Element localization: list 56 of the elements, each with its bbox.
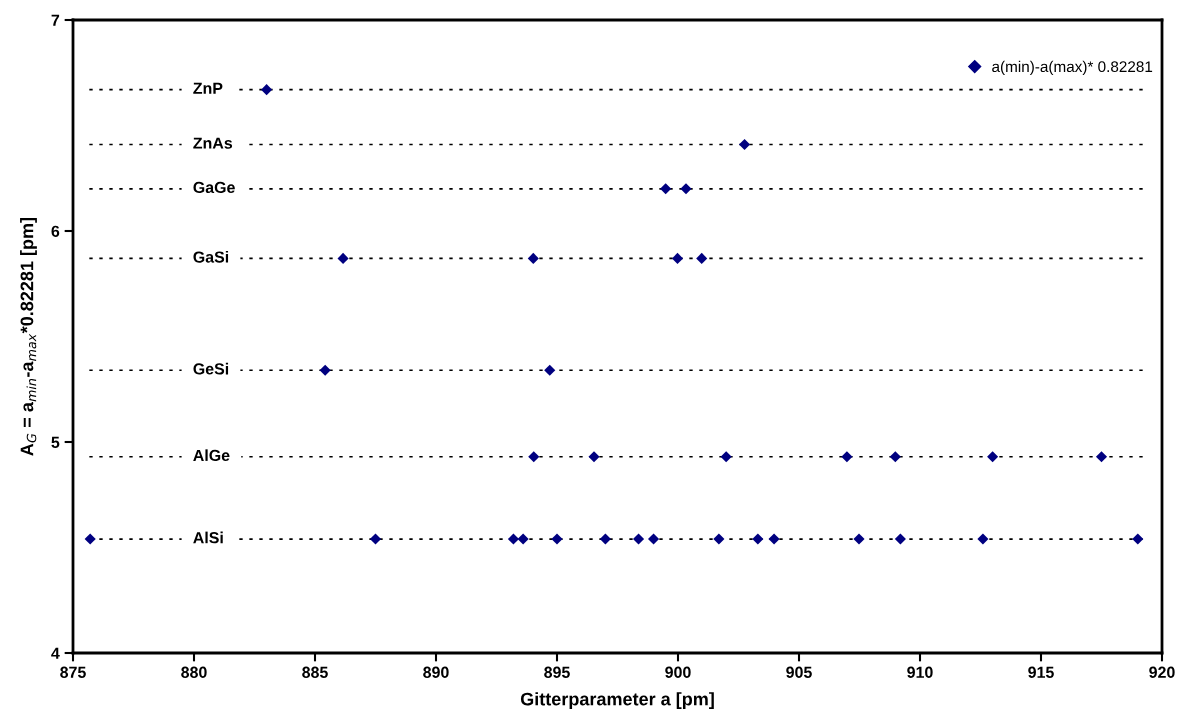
y-tick-label: 5 [51,436,60,448]
x-tick-label: 900 [665,666,691,678]
x-tick-label: 885 [302,666,328,678]
ref-line-label: GaGe [193,181,235,194]
point [599,533,611,545]
x-axis-title: Gitterparameter a [pm] [520,692,714,710]
point [841,451,853,463]
point [671,252,684,264]
ref-line-label: GeSi [193,362,229,375]
point [720,451,732,463]
point [517,533,529,545]
x-tick-label: 910 [907,666,933,678]
point [1132,533,1144,545]
x-tick-label: 915 [1028,666,1054,678]
point [768,533,780,545]
point [633,533,645,545]
ref-line-label: AlGe [193,449,230,462]
point [337,252,349,264]
x-tick-label: 905 [786,666,812,678]
ref-line-label: ZnP [193,82,223,94]
point [527,252,539,264]
point [369,533,382,545]
legend-label: a(min)-a(max)* 0.82281 [992,60,1153,76]
y-tick-label: 7 [51,14,60,26]
point [696,252,708,264]
point [319,364,331,376]
point [507,533,519,545]
ref-line-label: ZnAs [193,137,233,149]
x-tick-label: 920 [1149,666,1175,678]
x-tick-label: 875 [60,666,86,678]
ref-line-label: GaSi [193,250,229,263]
point [894,533,906,545]
x-tick-label: 895 [544,666,570,678]
point [551,533,563,545]
point [648,533,660,545]
point [889,451,901,463]
y-tick-label: 4 [51,647,60,659]
ref-line-label: AlSi [193,531,223,544]
y-axis-title: A$_{G}$ = a$_{min}$-a$_{max}$*0.82281 [pm] [20,217,37,456]
point [853,533,865,545]
point [713,533,725,545]
point [1095,451,1108,463]
point [588,451,600,463]
x-tick-label: 890 [423,666,449,678]
point [544,364,556,376]
y-tick-label: 6 [51,225,60,237]
point [752,533,764,545]
point [660,183,672,195]
x-tick-label: 880 [181,666,207,678]
point [261,84,273,96]
point [987,451,999,463]
point [528,451,540,463]
point [84,533,96,545]
point [680,183,692,195]
point [738,138,751,151]
point [977,533,989,545]
